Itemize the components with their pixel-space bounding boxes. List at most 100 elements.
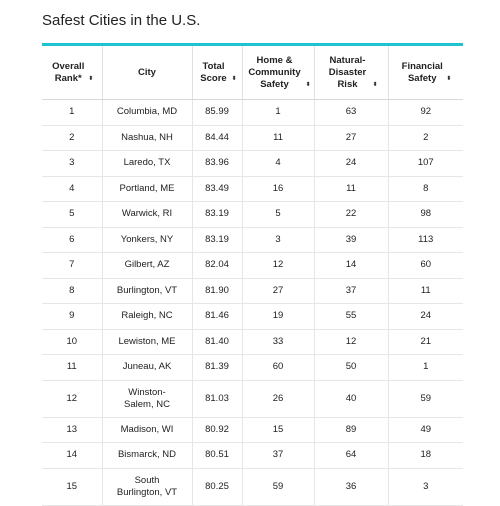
financial-safety-cell: 59 <box>387 380 463 418</box>
home-safety-cell: 37 <box>241 442 314 469</box>
disaster-risk-cell: 27 <box>313 125 388 151</box>
table-body: 1 Columbia, MD 85.99 1 63 92 2 Nashua, NH 84.44 1… <box>42 99 463 506</box>
table-row: 7 Gilbert, AZ 82.04 12 14 60 <box>42 252 463 279</box>
total-score-cell: 84.44 <box>191 125 242 151</box>
rank-cell: 7 <box>42 252 102 279</box>
city-cell: Yonkers, NY <box>101 227 192 253</box>
financial-safety-cell: 3 <box>387 468 463 506</box>
table-row: 14 Bismarck, ND 80.51 37 64 18 <box>42 442 463 469</box>
table-row: 2 Nashua, NH 84.44 11 27 2 <box>42 125 463 151</box>
city-cell: Bismarck, ND <box>101 442 192 469</box>
rank-cell: 10 <box>42 329 102 355</box>
home-safety-cell: 15 <box>241 417 314 443</box>
rank-cell: 8 <box>42 278 102 304</box>
sort-icon[interactable]: ⬍ <box>88 75 94 82</box>
sort-icon[interactable]: ⬍ <box>231 75 237 82</box>
rank-cell: 15 <box>42 468 102 506</box>
total-score-cell: 80.92 <box>191 417 242 443</box>
total-score-cell: 81.03 <box>191 380 242 418</box>
column-header-financial-safety[interactable]: Financial Safety ⬍ <box>387 44 463 100</box>
table-row: 13 Madison, WI 80.92 15 89 49 <box>42 417 463 443</box>
total-score-cell: 83.19 <box>191 201 242 228</box>
disaster-risk-cell: 37 <box>313 278 388 304</box>
column-header-total-score[interactable]: Total Score ⬍ <box>191 44 242 100</box>
financial-safety-cell: 92 <box>387 99 463 126</box>
rank-cell: 5 <box>42 201 102 228</box>
home-safety-cell: 4 <box>241 150 314 177</box>
financial-safety-cell: 2 <box>387 125 463 151</box>
total-score-cell: 83.19 <box>191 227 242 253</box>
financial-safety-cell: 11 <box>387 278 463 304</box>
column-header-home-community-safety[interactable]: Home & Community Safety ⬍ <box>241 44 314 100</box>
disaster-risk-cell: 12 <box>313 329 388 355</box>
financial-safety-cell: 1 <box>387 354 463 381</box>
rank-cell: 4 <box>42 176 102 202</box>
home-safety-cell: 16 <box>241 176 314 202</box>
financial-safety-cell: 113 <box>387 227 463 253</box>
sort-icon[interactable]: ⬍ <box>372 81 378 88</box>
disaster-risk-cell: 24 <box>313 150 388 177</box>
total-score-cell: 81.46 <box>191 303 242 330</box>
city-cell: Portland, ME <box>101 176 192 202</box>
rank-cell: 13 <box>42 417 102 443</box>
financial-safety-cell: 24 <box>387 303 463 330</box>
total-score-cell: 80.51 <box>191 442 242 469</box>
rank-cell: 2 <box>42 125 102 151</box>
disaster-risk-cell: 39 <box>313 227 388 253</box>
financial-safety-cell: 60 <box>387 252 463 279</box>
table-row: 8 Burlington, VT 81.90 27 37 11 <box>42 278 463 304</box>
city-cell: Lewiston, ME <box>101 329 192 355</box>
rank-cell: 3 <box>42 150 102 177</box>
rank-cell: 9 <box>42 303 102 330</box>
total-score-cell: 80.25 <box>191 468 242 506</box>
table-row: 1 Columbia, MD 85.99 1 63 92 <box>42 99 463 126</box>
sort-icon[interactable]: ⬍ <box>305 81 311 88</box>
total-score-cell: 81.40 <box>191 329 242 355</box>
city-cell: Nashua, NH <box>101 125 192 151</box>
home-safety-cell: 27 <box>241 278 314 304</box>
rank-cell: 1 <box>42 99 102 126</box>
home-safety-cell: 60 <box>241 354 314 381</box>
city-cell: Juneau, AK <box>101 354 192 381</box>
home-safety-cell: 5 <box>241 201 314 228</box>
rank-cell: 14 <box>42 442 102 469</box>
city-cell: Laredo, TX <box>101 150 192 177</box>
table-row: 12 Winston-Salem, NC 81.03 26 40 59 <box>42 380 463 418</box>
city-cell: Madison, WI <box>101 417 192 443</box>
disaster-risk-cell: 36 <box>313 468 388 506</box>
city-cell: Winston-Salem, NC <box>101 380 192 418</box>
financial-safety-cell: 49 <box>387 417 463 443</box>
home-safety-cell: 3 <box>241 227 314 253</box>
column-header-label: Home & Community Safety <box>248 54 301 90</box>
city-cell: Raleigh, NC <box>101 303 192 330</box>
city-cell: Burlington, VT <box>101 278 192 304</box>
home-safety-cell: 33 <box>241 329 314 355</box>
financial-safety-cell: 21 <box>387 329 463 355</box>
city-cell: Warwick, RI <box>101 201 192 228</box>
financial-safety-cell: 18 <box>387 442 463 469</box>
disaster-risk-cell: 50 <box>313 354 388 381</box>
total-score-cell: 81.39 <box>191 354 242 381</box>
column-header-label: Total Score <box>200 60 227 84</box>
column-header-overall-rank[interactable]: Overall Rank* ⬍ <box>42 44 102 100</box>
disaster-risk-cell: 14 <box>313 252 388 279</box>
city-cell: Gilbert, AZ <box>101 252 192 279</box>
column-header-label: Financial Safety <box>401 60 443 84</box>
column-header-city: City <box>101 44 192 100</box>
table-row: 5 Warwick, RI 83.19 5 22 98 <box>42 201 463 228</box>
disaster-risk-cell: 40 <box>313 380 388 418</box>
disaster-risk-cell: 63 <box>313 99 388 126</box>
table-row: 6 Yonkers, NY 83.19 3 39 113 <box>42 227 463 253</box>
column-header-label: Overall Rank* <box>52 60 85 84</box>
disaster-risk-cell: 11 <box>313 176 388 202</box>
financial-safety-cell: 98 <box>387 201 463 228</box>
column-header-natural-disaster-risk[interactable]: Natural-Disaster Risk ⬍ <box>313 44 388 100</box>
rank-cell: 11 <box>42 354 102 381</box>
rank-cell: 6 <box>42 227 102 253</box>
total-score-cell: 85.99 <box>191 99 242 126</box>
total-score-cell: 83.49 <box>191 176 242 202</box>
column-header-label: Natural-Disaster Risk <box>328 54 367 90</box>
table-row: 11 Juneau, AK 81.39 60 50 1 <box>42 354 463 381</box>
total-score-cell: 82.04 <box>191 252 242 279</box>
sort-icon[interactable]: ⬍ <box>446 75 452 82</box>
